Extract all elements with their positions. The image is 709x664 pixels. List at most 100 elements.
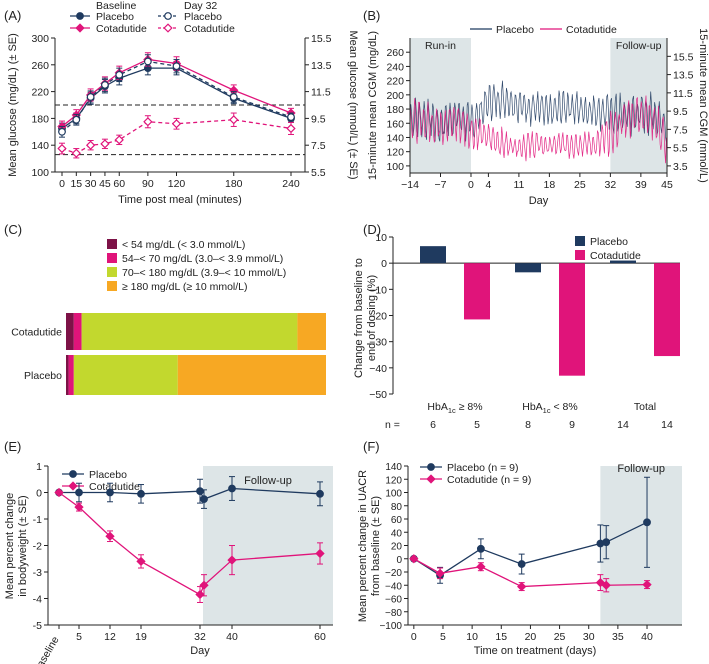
legend-label: 70–< 180 mg/dL (3.9–< 10 mmol/L) — [122, 267, 286, 279]
stacked-bar-segment — [297, 313, 326, 350]
y-tick-label-right: 15.5 — [673, 51, 694, 63]
data-point — [642, 579, 652, 590]
data-point — [137, 489, 145, 498]
y-tick-label-right: 5.5 — [311, 167, 326, 179]
y-axis-label: Change from baseline to — [353, 258, 365, 378]
y-tick-label: -1 — [33, 514, 42, 526]
x-tick-label: 12 — [104, 631, 116, 643]
y-tick-label: 220 — [31, 87, 49, 99]
y-tick-label: 160 — [386, 118, 404, 130]
bar-cotadutide — [464, 263, 490, 320]
n-value: 9 — [569, 419, 575, 431]
y-tick-label: 200 — [386, 90, 404, 102]
legend-header-day32: Day 32 — [184, 0, 217, 12]
y-tick-label: 40 — [391, 528, 403, 539]
y-tick-label: 300 — [31, 33, 49, 45]
x-tick-label: 180 — [225, 178, 243, 190]
y-tick-label: −80 — [385, 608, 402, 619]
legend-swatch — [107, 267, 117, 277]
x-tick-label: 15 — [495, 631, 507, 643]
x-axis-label: Time on treatment (days) — [474, 645, 596, 657]
panel-f-uacr-chart: (F)Follow-up140120100806040200−20−40−60−… — [357, 439, 682, 657]
data-point — [316, 489, 324, 498]
y-axis-label: Mean percent change in UACR — [357, 470, 369, 622]
stacked-bar-segment — [81, 313, 298, 350]
x-tick-label: Baseline — [31, 634, 62, 664]
data-point — [315, 548, 325, 559]
y-axis-label-right: 15-minute mean CGM (mmol/L) — [697, 28, 709, 183]
x-tick-label: 15 — [70, 178, 82, 190]
series-line-pd — [61, 60, 292, 133]
data-point-pd — [229, 93, 238, 101]
data-point-pd — [172, 62, 181, 71]
data-point — [476, 544, 485, 553]
category-label: Total — [634, 401, 656, 413]
legend-label: Cotadutide — [566, 24, 617, 36]
data-point — [54, 487, 64, 498]
bar-placebo — [610, 260, 636, 264]
y-tick-label-right: 9.5 — [311, 113, 326, 125]
y-tick-label: 10 — [375, 232, 387, 244]
data-point-pd — [287, 113, 295, 121]
y-tick-label: 140 — [31, 140, 49, 152]
panel-label: (B) — [363, 8, 380, 23]
category-label: HbA1c ≥ 8% — [427, 401, 482, 415]
data-point — [105, 531, 115, 541]
y-tick-label: 100 — [31, 167, 49, 179]
n-label: n = — [385, 419, 400, 431]
data-point — [228, 484, 236, 493]
n-value: 5 — [474, 419, 480, 431]
legend-label: Cotadutide (n = 9) — [447, 474, 531, 486]
n-value: 14 — [661, 419, 673, 431]
y-tick-label: -4 — [33, 594, 42, 606]
data-point-pd — [72, 115, 81, 124]
data-point — [136, 556, 146, 567]
x-tick-label: 0 — [468, 179, 474, 191]
legend-label: Cotadutide — [89, 481, 140, 493]
x-tick-label: −14 — [401, 179, 419, 191]
n-value: 14 — [617, 419, 629, 431]
data-point — [106, 488, 114, 497]
y-tick-label: −40 — [369, 363, 387, 375]
x-tick-label: −7 — [434, 179, 446, 191]
y-axis-label: Mean percent change — [4, 493, 16, 599]
series-line — [59, 487, 321, 500]
legend-marker — [68, 481, 78, 491]
shaded-region — [410, 38, 471, 173]
x-tick-label: 120 — [168, 178, 186, 190]
bar-placebo — [515, 263, 541, 273]
y-tick-label-right: 7.5 — [311, 140, 326, 152]
bar-cotadutide — [559, 263, 585, 376]
legend-swatch — [107, 281, 117, 291]
x-tick-label: 0 — [411, 631, 417, 643]
panel-label: (A) — [4, 8, 21, 23]
legend-marker — [426, 474, 436, 484]
bar-cotadutide — [654, 263, 680, 357]
y-tick-label-right: 15.5 — [311, 33, 332, 45]
x-tick-label: 60 — [113, 178, 125, 190]
x-tick-label: 10 — [466, 631, 478, 643]
data-point-pd — [143, 57, 152, 66]
data-point-cd — [286, 123, 296, 134]
data-point-cd — [171, 119, 182, 129]
legend-marker — [164, 12, 172, 20]
x-tick-label: 0 — [59, 178, 65, 190]
data-point — [196, 487, 204, 496]
y-tick-label: 260 — [386, 47, 404, 59]
x-tick-label: 30 — [85, 178, 97, 190]
shaded-region — [203, 466, 333, 625]
data-point-cd — [143, 117, 153, 127]
cgm-trace-cotadutide — [409, 95, 667, 164]
shaded-region-label: Follow-up — [616, 40, 662, 52]
category-label: Placebo — [24, 370, 62, 382]
stacked-bar-segment — [68, 355, 74, 395]
y-tick-label-right: 3.5 — [673, 161, 688, 173]
y-tick-label-right: 13.5 — [673, 70, 694, 82]
y-tick-label: 260 — [31, 60, 49, 72]
bar-placebo — [420, 246, 446, 264]
data-point-cd — [57, 143, 67, 154]
x-tick-label: 90 — [142, 178, 154, 190]
y-tick-label: 0 — [36, 488, 42, 500]
data-point — [435, 568, 445, 578]
x-tick-label: 5 — [440, 631, 446, 643]
